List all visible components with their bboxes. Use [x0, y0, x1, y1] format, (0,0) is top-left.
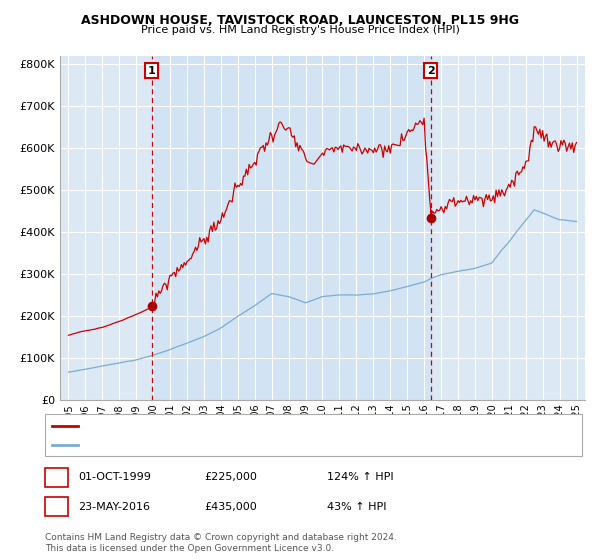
Text: Contains HM Land Registry data © Crown copyright and database right 2024.
This d: Contains HM Land Registry data © Crown c…: [45, 533, 397, 553]
Text: 1: 1: [148, 66, 155, 76]
Text: 23-MAY-2016: 23-MAY-2016: [78, 502, 150, 512]
Text: 1: 1: [53, 472, 60, 482]
Bar: [152, 56, 431, 400]
Text: HPI: Average price, detached house, Cornwall: HPI: Average price, detached house, Corn…: [83, 440, 310, 450]
Text: 2: 2: [427, 66, 434, 76]
Text: ASHDOWN HOUSE, TAVISTOCK ROAD, LAUNCESTON, PL15 9HG: ASHDOWN HOUSE, TAVISTOCK ROAD, LAUNCESTO…: [81, 14, 519, 27]
Text: 124% ↑ HPI: 124% ↑ HPI: [327, 472, 394, 482]
Text: 01-OCT-1999: 01-OCT-1999: [78, 472, 151, 482]
Text: £435,000: £435,000: [204, 502, 257, 512]
Text: £225,000: £225,000: [204, 472, 257, 482]
Text: 2: 2: [53, 502, 60, 512]
Text: ASHDOWN HOUSE, TAVISTOCK ROAD, LAUNCESTON, PL15 9HG (detached house): ASHDOWN HOUSE, TAVISTOCK ROAD, LAUNCESTO…: [83, 421, 488, 431]
Text: 43% ↑ HPI: 43% ↑ HPI: [327, 502, 386, 512]
Text: Price paid vs. HM Land Registry's House Price Index (HPI): Price paid vs. HM Land Registry's House …: [140, 25, 460, 35]
